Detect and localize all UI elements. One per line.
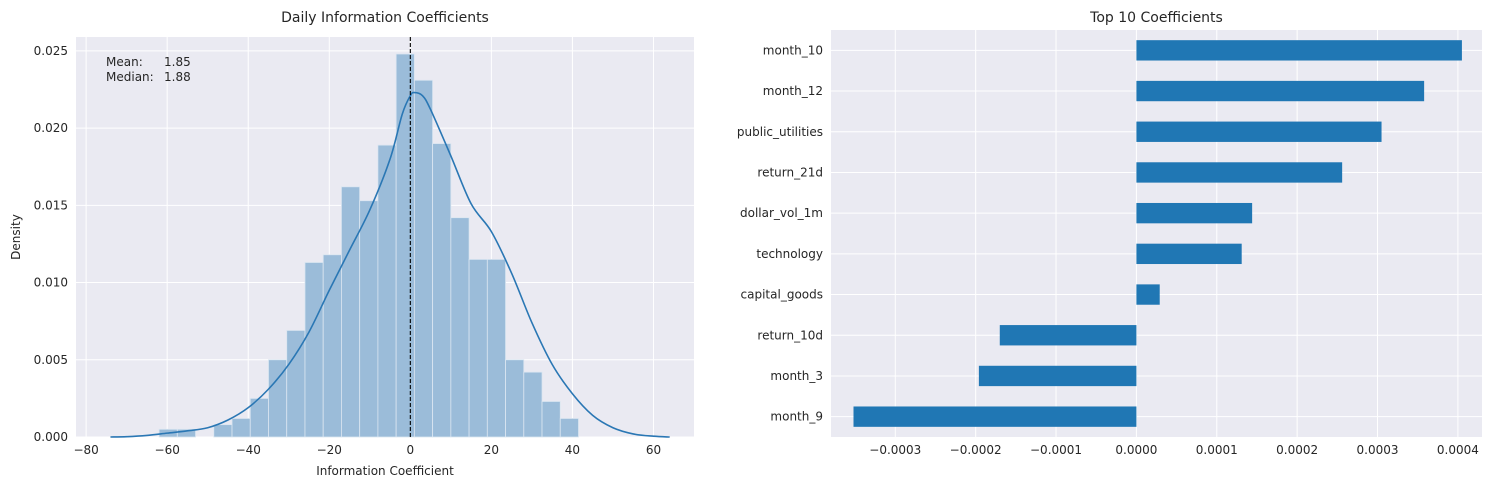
histogram-bar <box>432 143 452 438</box>
coefficient-bar <box>1136 121 1382 142</box>
x-tick-labels: −80 −60 −40 −20 0 20 40 60 <box>73 443 661 457</box>
histogram-bar <box>322 254 342 438</box>
category-label: month_3 <box>770 369 823 383</box>
y-tick-labels: 0.000 0.005 0.010 0.015 0.020 0.025 <box>34 44 68 444</box>
category-label: dollar_vol_1m <box>740 206 823 220</box>
category-label: return_21d <box>757 165 823 179</box>
histogram-bar <box>304 262 324 438</box>
coefficients-panel: −0.0003 −0.0002 −0.0001 0.0000 0.0001 0.0002 0… <box>737 10 1482 457</box>
x-tick-label: −20 <box>317 443 342 457</box>
y-axis-label: Density <box>9 214 23 260</box>
histogram-bar <box>395 53 415 438</box>
histogram-bar <box>377 144 397 438</box>
coefficient-bar <box>853 406 1137 427</box>
median-label: Median: <box>106 70 154 84</box>
x-tick-label: −40 <box>236 443 261 457</box>
median-value: 1.88 <box>164 70 191 84</box>
category-label: month_12 <box>763 84 823 98</box>
kde-curve <box>110 91 670 438</box>
coefficient-bar <box>1136 80 1425 102</box>
x-tick-label: −80 <box>73 443 98 457</box>
histogram-bar <box>468 258 488 438</box>
x-tick-label: 40 <box>565 443 580 457</box>
histogram-bar <box>505 359 525 438</box>
coefficient-bars <box>853 40 1462 427</box>
coefficient-bar <box>1136 202 1253 224</box>
coefficient-bar <box>1136 40 1462 61</box>
category-label: month_9 <box>770 410 823 424</box>
x-tick-label: 20 <box>484 443 499 457</box>
x-tick-label: 60 <box>646 443 661 457</box>
x-tick-label: 0.0002 <box>1276 443 1318 457</box>
histogram-bar <box>523 371 543 438</box>
histogram-bars <box>158 53 579 438</box>
x-tick-label: −0.0002 <box>950 443 1002 457</box>
histogram-bar <box>486 258 506 438</box>
category-label: return_10d <box>757 328 823 342</box>
category-label: technology <box>756 247 823 261</box>
y-tick-label: 0.020 <box>34 121 68 135</box>
chart-title: Daily Information Coefficients <box>281 10 489 26</box>
y-tick-label: 0.005 <box>34 353 68 367</box>
x-tick-labels: −0.0003 −0.0002 −0.0001 0.0000 0.0001 0.0002 0… <box>869 443 1479 457</box>
x-tick-label: 0.0000 <box>1115 443 1157 457</box>
x-tick-label: 0.0003 <box>1357 443 1399 457</box>
y-tick-label: 0.000 <box>34 430 68 444</box>
category-label: public_utilities <box>737 125 823 139</box>
y-tick-label: 0.010 <box>34 276 68 290</box>
histogram-bar <box>341 186 361 438</box>
y-tick-label: 0.015 <box>34 198 68 212</box>
x-tick-label: −60 <box>155 443 180 457</box>
x-tick-label: 0 <box>407 443 415 457</box>
coefficient-bar <box>1136 284 1160 305</box>
category-labels: month_10 month_12 public_utilities return_2… <box>737 43 823 423</box>
category-label: month_10 <box>763 43 823 57</box>
histogram-bar <box>176 428 196 438</box>
x-tick-label: −0.0001 <box>1030 443 1082 457</box>
stats-annotation: Mean: 1.85 Median: 1.88 <box>106 55 191 84</box>
x-tick-label: 0.0004 <box>1437 443 1479 457</box>
histogram-bar <box>541 401 561 438</box>
mean-label: Mean: <box>106 55 143 69</box>
coefficient-bar <box>1136 162 1343 183</box>
coefficient-bar <box>999 325 1137 346</box>
category-label: capital_goods <box>741 288 823 302</box>
histogram-panel: −80 −60 −40 −20 0 20 40 60 0.000 0.005 0.010 0.015… <box>9 10 694 478</box>
coefficient-bar <box>1136 243 1242 265</box>
histogram-bar <box>359 200 379 438</box>
histogram-bar <box>231 418 251 438</box>
chart-title: Top 10 Coefficients <box>1089 10 1223 26</box>
mean-value: 1.85 <box>164 55 191 69</box>
histogram-bar <box>413 79 434 438</box>
histogram-bar <box>559 418 579 438</box>
y-tick-label: 0.025 <box>34 44 68 58</box>
histogram-bar <box>450 217 470 438</box>
histogram-bar <box>213 424 233 438</box>
x-tick-label: −0.0003 <box>869 443 921 457</box>
coefficient-bar <box>978 365 1137 387</box>
x-axis-label: Information Coefficient <box>316 464 454 478</box>
x-tick-label: 0.0001 <box>1196 443 1238 457</box>
histogram-bar <box>286 330 306 438</box>
